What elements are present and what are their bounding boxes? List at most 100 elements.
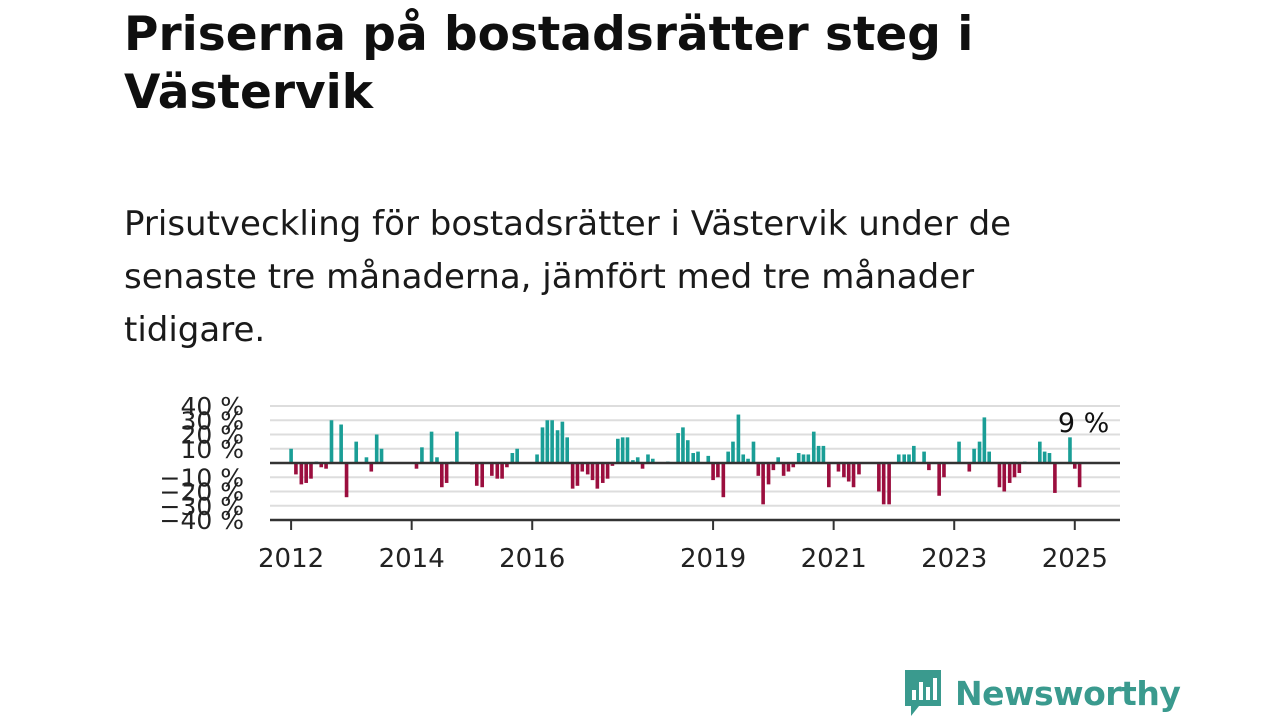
bar [565,437,570,463]
y-tick-label: −10 % [160,463,244,492]
bar [550,420,554,463]
bar [751,441,756,464]
bar [771,463,776,471]
bar [1017,463,1022,473]
bar [631,460,635,463]
bar [761,463,765,505]
brand-logo: Newsworthy [903,668,1181,718]
brand-name: Newsworthy [955,673,1181,713]
bar [972,448,976,463]
y-tick-label: 40 % [180,392,244,421]
bar [616,438,620,463]
bar [706,455,711,464]
bar [922,451,926,463]
bar [1053,463,1057,493]
bar [927,463,931,471]
bar [821,445,826,463]
newsworthy-logo-icon [905,670,941,716]
bar [309,463,313,479]
bar [967,463,972,472]
bar [646,454,650,463]
bar [605,463,610,479]
bar [339,424,343,463]
bar [816,445,821,463]
bar [887,463,891,505]
x-tick-label: 2019 [680,544,746,574]
bar [937,463,941,496]
bar [304,463,308,483]
y-tick-label: −40 % [160,506,244,535]
y-tick-label: 30 % [180,406,244,435]
bar [756,463,761,476]
bar [721,463,726,498]
bar [344,463,349,498]
y-tick-label: 20 % [180,421,244,450]
bar [811,431,816,463]
bar [289,448,293,463]
bar [374,434,379,463]
bar [776,457,780,463]
bar [676,433,680,463]
bar [877,463,881,492]
bar [455,431,459,463]
bar [575,463,580,486]
x-tick-label: 2016 [499,544,565,574]
bar [1072,463,1077,469]
annotation-label: 9 % [1058,408,1109,439]
bar [369,463,374,472]
bar [620,437,625,463]
bar [711,463,715,481]
bar [505,463,509,468]
y-tick-label: −30 % [160,492,244,521]
bar [982,417,987,463]
bar [836,463,841,472]
bar [650,458,655,463]
bar [610,463,615,466]
bar [786,463,791,472]
bar [545,420,550,463]
bar [907,454,911,463]
bar [495,463,500,479]
bar [691,453,695,463]
bar [420,447,424,463]
annotations: 9 % [1058,408,1109,439]
bar [902,454,906,463]
bar [625,437,630,463]
bar [364,457,369,463]
x-tick-label: 2014 [379,544,445,574]
y-tick-label: 10 % [180,435,244,464]
bar [435,457,439,463]
bar [1068,437,1072,463]
bar [696,451,700,463]
bar [731,441,735,464]
bar [540,427,545,464]
chart-title: Priserna på bostadsrätter steg i Västerv… [124,7,974,120]
x-tick-label: 2021 [801,544,867,574]
bar [299,463,304,485]
bar [912,445,916,463]
y-axis-labels: 40 %30 %20 %10 %−10 %−20 %−30 %−40 % [160,392,244,535]
bar [977,441,982,464]
axes [270,461,1120,530]
bar [791,463,796,468]
bar [1038,441,1042,464]
bar [1047,453,1052,463]
bar [1042,451,1047,463]
bar [881,463,886,505]
bar [640,463,645,469]
x-tick-label: 2025 [1042,544,1108,574]
bar [555,430,560,463]
bar [580,463,585,472]
chart-subtitle: Prisutveckling för bostadsrätter i Väste… [124,204,1012,350]
bar [685,440,690,463]
bar [851,463,856,488]
bar [635,457,640,463]
bar [736,414,741,463]
bar [324,463,328,469]
bar [585,463,590,475]
bar [560,421,565,463]
bar [414,463,419,469]
bar [846,463,851,482]
y-tick-label: −20 % [160,478,244,507]
